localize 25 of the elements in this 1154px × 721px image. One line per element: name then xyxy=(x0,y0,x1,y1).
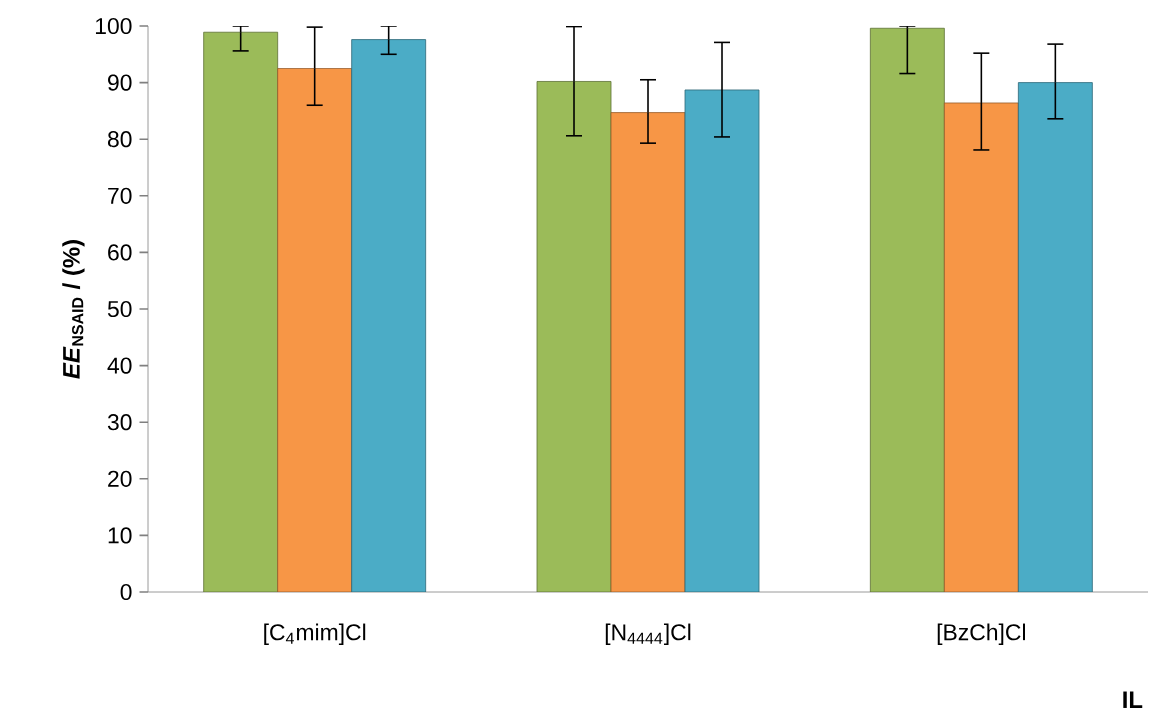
y-tick-label: 10 xyxy=(108,527,132,544)
x-axis-title: IL xyxy=(1123,691,1143,708)
y-tick-label: 0 xyxy=(120,583,132,601)
y-tick-label: 20 xyxy=(108,470,132,487)
x-tick-label: [BzCh]Cl xyxy=(937,623,1026,645)
y-tick-label: 100 xyxy=(95,17,132,35)
bar xyxy=(203,31,279,592)
bar xyxy=(351,39,427,592)
bar xyxy=(684,89,760,592)
y-tick-label: 40 xyxy=(107,357,132,374)
y-tick-label: 50 xyxy=(107,300,132,318)
bar xyxy=(610,112,686,592)
x-tick-label: [N$_{4444}$]Cl xyxy=(605,623,691,645)
bar xyxy=(277,68,353,592)
y-tick-label: 70 xyxy=(108,187,132,204)
y-tick-label: 60 xyxy=(108,244,132,261)
y-tick-label: 90 xyxy=(108,74,132,91)
bar xyxy=(536,81,612,592)
bar xyxy=(943,102,1019,592)
bar xyxy=(1017,82,1093,592)
bar xyxy=(869,27,945,592)
y-axis-title: EE$_{NSAID}$ / (%) xyxy=(62,240,85,379)
x-tick-label: [C$_{4}$mim]Cl xyxy=(264,623,366,645)
y-tick-label: 30 xyxy=(107,414,132,431)
y-tick-label: 80 xyxy=(107,131,132,148)
